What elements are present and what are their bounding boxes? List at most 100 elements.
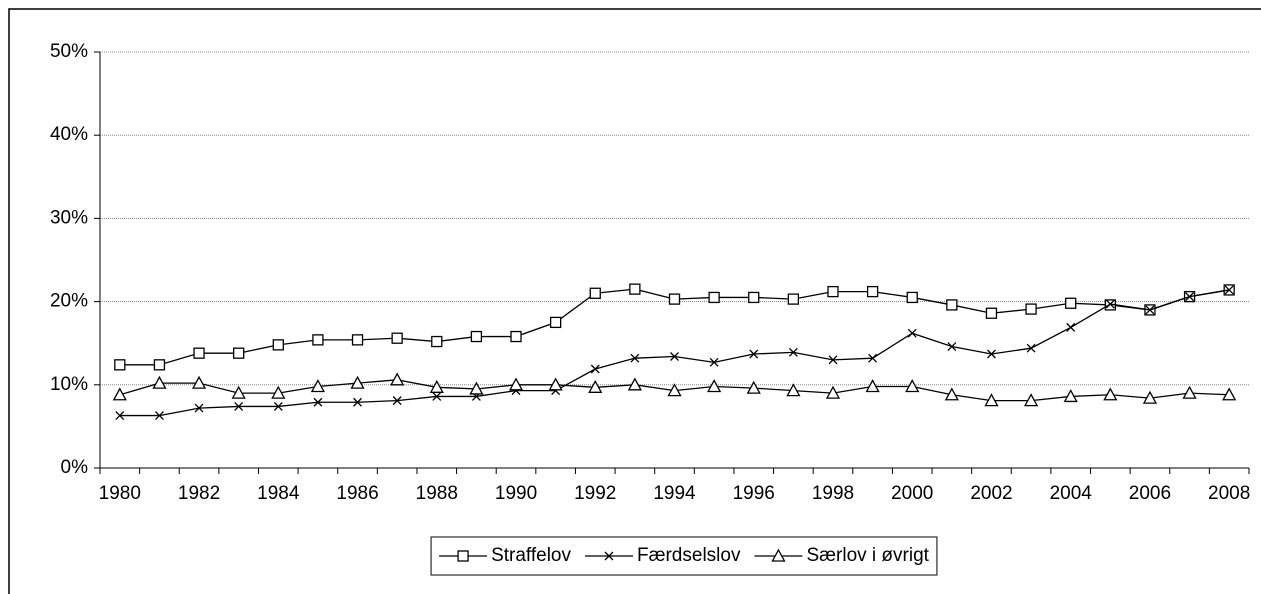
marker (191, 375, 207, 389)
y-tick-label: 10% (50, 374, 88, 395)
marker (827, 285, 839, 298)
marker (944, 387, 959, 401)
x-tick-label: 1994 (653, 483, 696, 504)
marker (1224, 285, 1234, 295)
x-tick-label: 1988 (416, 483, 458, 504)
x-tick-label: 1990 (495, 483, 537, 504)
marker (353, 397, 362, 407)
marker (1066, 322, 1076, 332)
marker (604, 551, 614, 561)
marker (1025, 303, 1037, 315)
marker (312, 334, 324, 346)
marker (866, 285, 879, 298)
marker (390, 372, 405, 386)
marker (1026, 343, 1036, 353)
marker (193, 347, 205, 359)
x-tick-label: 2006 (1129, 483, 1171, 504)
marker (947, 342, 957, 351)
y-tick-label: 0% (61, 457, 89, 478)
x-tick-label: 1984 (257, 483, 300, 504)
legend-label: Færdselslov (637, 545, 741, 566)
marker (987, 349, 996, 359)
legend-label: Særlov i øvrigt (806, 545, 929, 566)
marker (588, 379, 603, 393)
y-tick-label: 30% (50, 207, 88, 228)
marker (429, 379, 444, 393)
legend-label: Straffelov (491, 545, 571, 566)
marker (946, 299, 958, 311)
marker (1145, 305, 1155, 315)
marker (153, 359, 166, 371)
marker (985, 307, 998, 319)
marker (273, 401, 283, 411)
marker (788, 347, 798, 357)
marker (1222, 387, 1237, 401)
marker (707, 379, 722, 393)
marker (115, 411, 125, 421)
marker (350, 375, 365, 389)
marker (629, 283, 641, 295)
marker (787, 293, 800, 305)
marker (271, 385, 286, 399)
legend: Straffelov Færdselslov Særlov i øvrigt (430, 536, 938, 576)
x-tick-label: 2004 (1050, 483, 1093, 504)
x-tick-label: 1980 (99, 483, 141, 504)
marker (786, 383, 801, 397)
marker (351, 334, 364, 346)
marker (1103, 387, 1118, 401)
marker (630, 353, 640, 363)
marker (906, 291, 918, 304)
x-tick-label: 1982 (178, 483, 220, 504)
legend-box (430, 536, 938, 576)
x-tick-label: 2008 (1208, 483, 1250, 504)
marker (1142, 390, 1158, 404)
marker (114, 359, 126, 371)
marker (152, 375, 167, 389)
marker (231, 385, 246, 399)
marker (1065, 297, 1077, 309)
marker (272, 339, 284, 351)
marker (154, 411, 164, 421)
marker (589, 287, 601, 299)
marker (431, 335, 443, 348)
x-tick-label: 1992 (574, 483, 616, 504)
marker (432, 391, 442, 401)
marker (508, 377, 524, 391)
y-tick-label: 50% (50, 41, 88, 62)
marker (310, 379, 326, 393)
marker (907, 328, 917, 338)
marker (828, 355, 838, 365)
x-tick-label: 1986 (336, 483, 378, 504)
marker (708, 291, 720, 304)
marker (590, 364, 600, 374)
marker (670, 352, 679, 361)
marker (748, 291, 760, 304)
marker (234, 401, 244, 411)
x-tick-label: 1996 (733, 483, 775, 504)
marker (771, 548, 786, 562)
x-tick-label: 2000 (891, 483, 933, 504)
marker (392, 396, 402, 406)
y-tick-label: 40% (50, 124, 88, 145)
marker (1023, 393, 1039, 407)
x-tick-label: 2002 (970, 483, 1012, 504)
marker (1185, 292, 1195, 302)
marker (1182, 385, 1197, 399)
marker (667, 383, 682, 397)
marker (749, 349, 759, 359)
marker (233, 347, 245, 359)
x-tick-label: 1998 (812, 483, 854, 504)
marker (627, 377, 642, 391)
marker (865, 379, 880, 393)
marker (549, 316, 562, 329)
marker (709, 357, 719, 367)
marker (668, 293, 681, 305)
marker (112, 387, 127, 401)
marker (510, 330, 522, 343)
marker (548, 377, 563, 391)
marker (746, 380, 761, 394)
marker (1063, 389, 1078, 403)
marker (469, 381, 484, 395)
marker (470, 330, 483, 343)
